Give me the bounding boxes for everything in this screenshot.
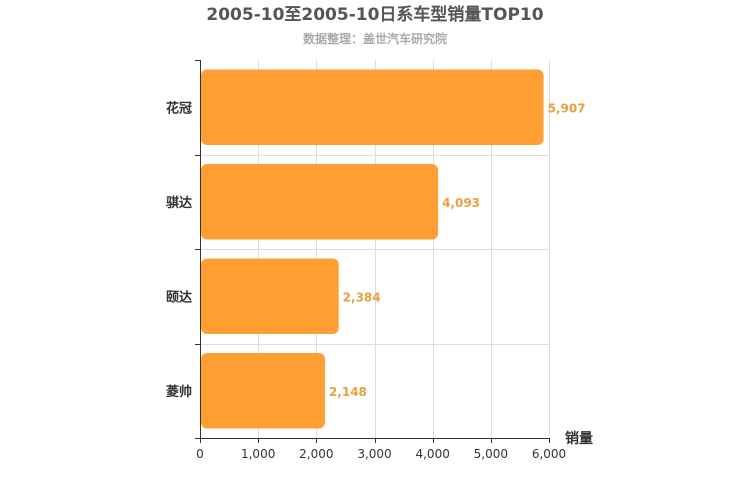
x-tick-label: 2,000 [299, 447, 333, 461]
bar [201, 163, 439, 240]
chart-subtitle: 数据整理：盖世汽车研究院 [303, 31, 447, 46]
data-label: 4,093 [442, 196, 480, 210]
category-label: 花冠 [166, 100, 192, 116]
x-tick-label: 6,000 [532, 447, 566, 461]
category-label: 骐达 [166, 195, 192, 211]
bars: 5,907 4,093 2,384 2,148 [201, 69, 586, 429]
data-label: 5,907 [548, 101, 586, 115]
data-label: 2,148 [329, 385, 367, 399]
x-axis-name: 销量 [565, 430, 593, 447]
x-tick-label: 5,000 [474, 447, 508, 461]
bar [201, 69, 544, 146]
chart-title: 2005-10至2005-10日系车型销量TOP10 [206, 4, 543, 25]
x-tick-label: 3,000 [357, 447, 391, 461]
x-tick-label: 1,000 [241, 447, 275, 461]
category-label: 菱帅 [166, 384, 192, 400]
category-label: 颐达 [166, 289, 192, 305]
x-tick-label: 0 [196, 447, 204, 461]
data-label: 2,384 [343, 290, 381, 304]
bar [201, 352, 325, 429]
x-tick-label: 4,000 [415, 447, 449, 461]
bar [201, 258, 339, 335]
